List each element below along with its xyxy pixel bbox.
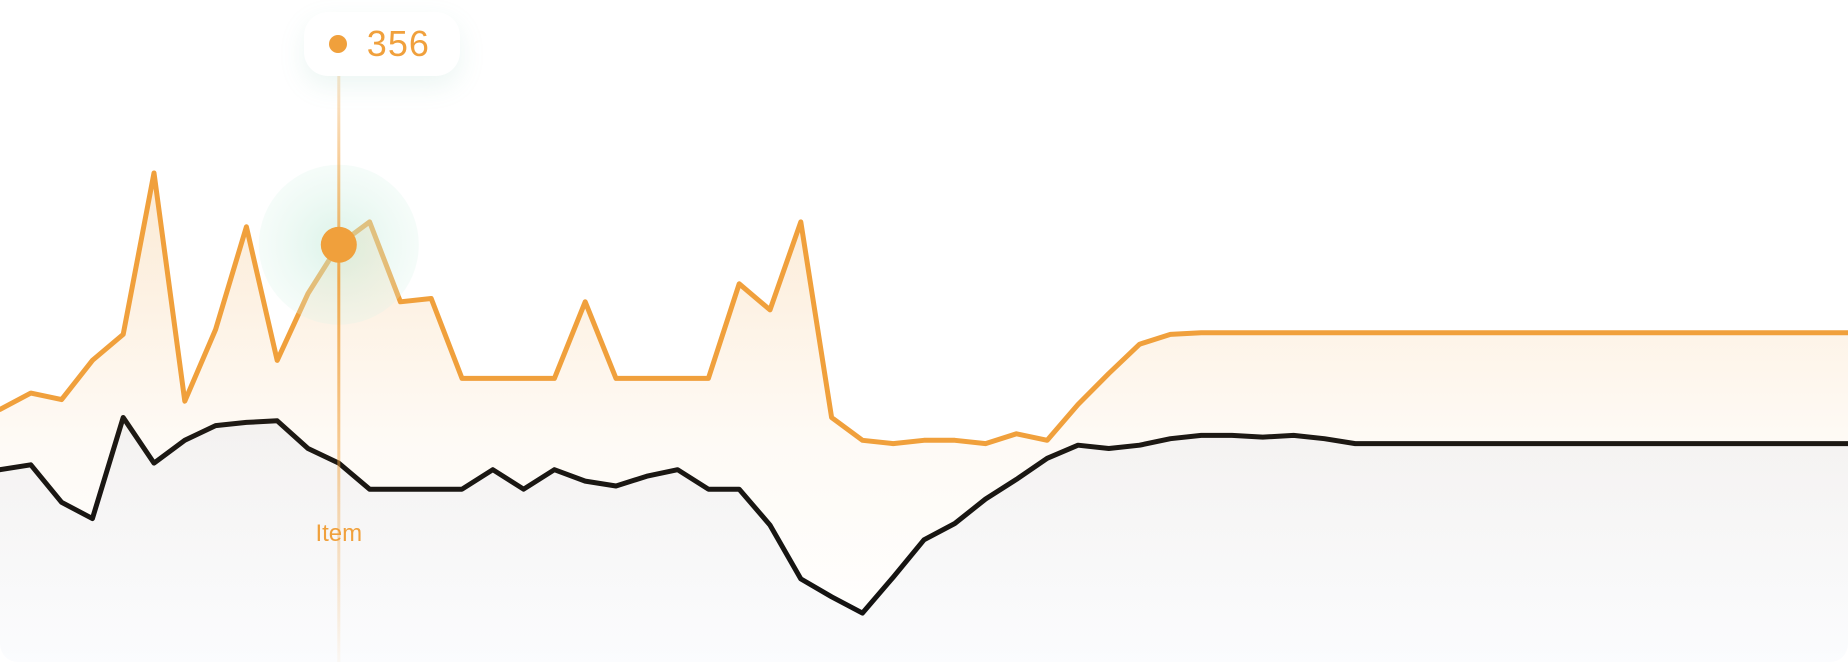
cursor-label: Item bbox=[315, 520, 363, 547]
cursor-layer bbox=[258, 75, 419, 662]
series-orange-area bbox=[0, 173, 1848, 662]
tooltip-dot bbox=[328, 35, 347, 53]
tooltip: 356 bbox=[303, 12, 460, 76]
tooltip-value: 356 bbox=[366, 23, 430, 64]
highlight-point[interactable] bbox=[320, 226, 357, 263]
cursor-line bbox=[337, 75, 341, 662]
series-layer bbox=[0, 170, 1848, 662]
